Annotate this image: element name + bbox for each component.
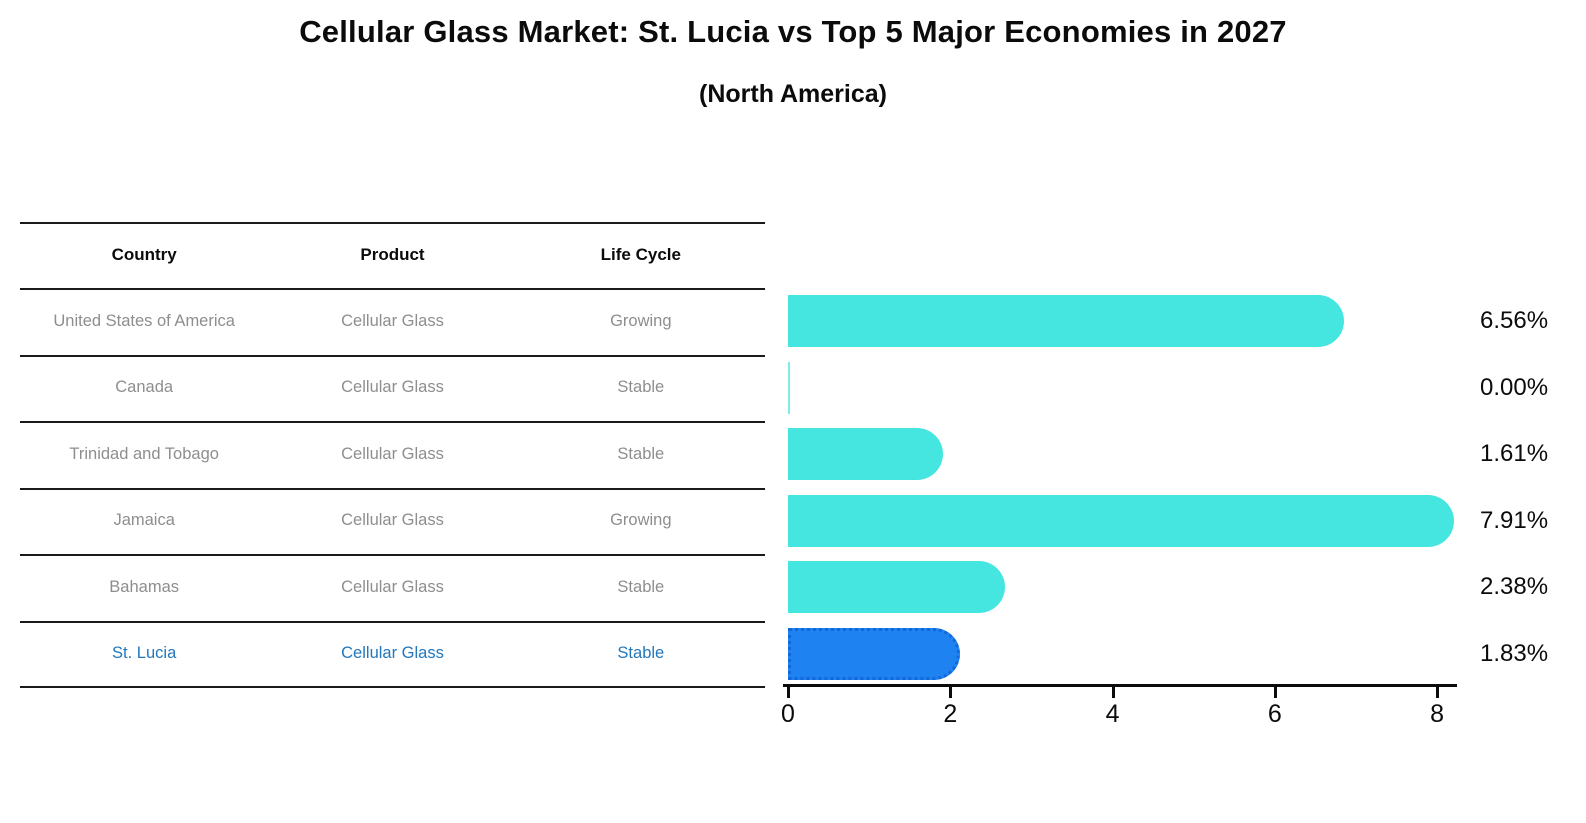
table-row: United States of America Cellular Glass …: [20, 288, 765, 354]
value-label: 2.38%: [1480, 573, 1549, 600]
bar-trinidad-and-tobago: [788, 428, 943, 480]
x-axis-line: [783, 684, 1457, 687]
x-axis-tick: [1273, 687, 1277, 698]
bar-bahamas: [788, 561, 1006, 613]
table-row-highlighted: St. Lucia Cellular Glass Stable: [20, 620, 765, 686]
table-divider: [20, 288, 765, 290]
chart-subtitle: (North America): [699, 80, 887, 108]
value-label: 7.91%: [1480, 507, 1549, 534]
table-header-row: Country Product Life Cycle: [20, 222, 765, 288]
table-divider: [20, 488, 765, 490]
x-axis-tick: [1111, 687, 1115, 698]
cell-life-cycle: Stable: [617, 377, 665, 396]
cell-product: Cellular Glass: [341, 510, 444, 529]
value-label: 6.56%: [1480, 307, 1549, 334]
cell-life-cycle: Growing: [610, 311, 672, 330]
table-divider: [20, 554, 765, 556]
x-tick-label: 6: [1267, 700, 1282, 728]
x-tick-label: 0: [781, 700, 795, 728]
column-header-life-cycle: Life Cycle: [600, 245, 681, 264]
table-divider: [20, 421, 765, 423]
cell-country: St. Lucia: [112, 643, 177, 662]
table-divider: [20, 222, 765, 224]
cell-product: Cellular Glass: [341, 444, 444, 463]
country-table: Country Product Life Cycle United States…: [20, 222, 765, 688]
table-row: Trinidad and Tobago Cellular Glass Stabl…: [20, 421, 765, 487]
cell-country: Canada: [115, 377, 174, 396]
chart-title: Cellular Glass Market: St. Lucia vs Top …: [299, 14, 1287, 49]
table-row: Bahamas Cellular Glass Stable: [20, 554, 765, 620]
value-label: 1.61%: [1480, 440, 1549, 467]
value-label: 0.00%: [1480, 374, 1549, 401]
cell-country: United States of America: [53, 311, 235, 330]
x-tick-label: 8: [1430, 700, 1445, 728]
cell-life-cycle: Stable: [617, 444, 665, 463]
table-divider: [20, 621, 765, 623]
x-axis-tick: [1436, 687, 1440, 698]
table-row: Jamaica Cellular Glass Growing: [20, 487, 765, 553]
cell-country: Trinidad and Tobago: [69, 444, 219, 463]
x-axis-tick: [787, 687, 790, 698]
cell-product: Cellular Glass: [341, 577, 444, 596]
cell-country: Jamaica: [113, 510, 175, 529]
table-divider: [20, 355, 765, 357]
x-axis-tick: [949, 687, 953, 698]
bar-plot: 0 2 4 6 8: [781, 222, 1457, 728]
bar-st-lucia: [788, 628, 961, 680]
column-header-product: Product: [360, 245, 425, 264]
table-row: Canada Cellular Glass Stable: [20, 354, 765, 420]
bar-jamaica: [788, 495, 1454, 547]
bar-united-states: [788, 295, 1345, 347]
cell-country: Bahamas: [109, 577, 180, 596]
cell-life-cycle: Stable: [617, 643, 665, 662]
cell-product: Cellular Glass: [341, 377, 444, 396]
cell-product: Cellular Glass: [341, 643, 444, 662]
table-divider: [20, 686, 765, 688]
x-tick-label: 4: [1105, 700, 1120, 728]
cell-product: Cellular Glass: [341, 311, 444, 330]
cell-life-cycle: Stable: [617, 577, 665, 596]
x-tick-label: 2: [943, 700, 958, 728]
value-label: 1.83%: [1480, 640, 1549, 667]
column-header-country: Country: [111, 245, 177, 264]
cell-life-cycle: Growing: [610, 510, 672, 529]
bar-canada: [788, 362, 790, 414]
